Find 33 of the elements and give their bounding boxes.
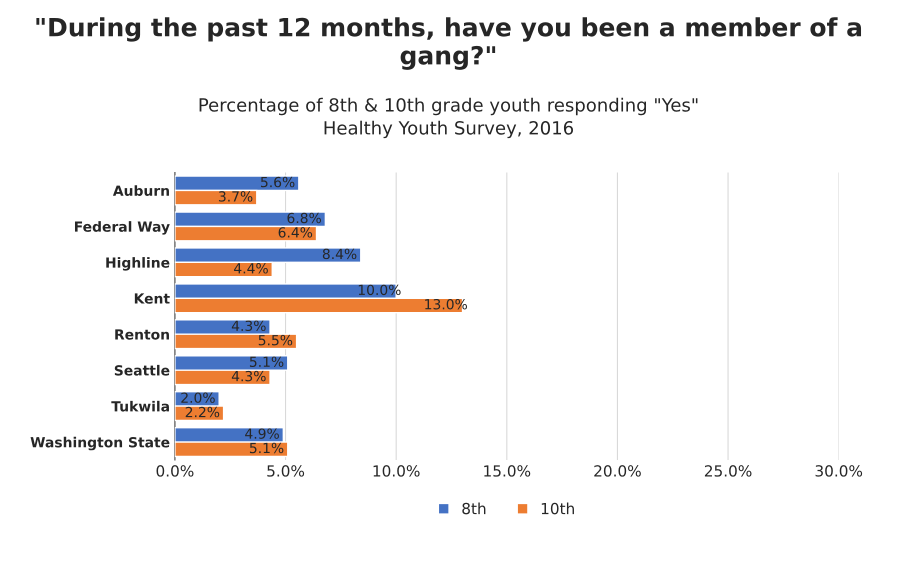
data-label: 4.9%: [245, 428, 279, 439]
data-label: 3.7%: [218, 191, 252, 202]
y-tick-label: Highline: [106, 257, 170, 271]
y-tick-label: Tukwila: [111, 400, 169, 412]
legend-label: 10th: [542, 502, 574, 514]
y-tick-label: Renton: [115, 329, 169, 340]
y-tick-label: Auburn: [112, 185, 169, 196]
data-label: 4.3%: [232, 370, 266, 382]
x-tick-label: 15.0%: [484, 465, 530, 477]
data-label: 6.4%: [278, 227, 312, 238]
x-tick-label: 10.0%: [374, 465, 420, 477]
y-tick-label: Washington State: [30, 436, 170, 450]
data-label: 8.4%: [322, 248, 356, 260]
data-label: 5.6%: [261, 176, 294, 188]
chart-title: "During the past 12 months, have you been a member of a gang?": [36, 17, 862, 70]
data-label: 5.1%: [250, 356, 284, 367]
y-tick-label: Federal Way: [74, 221, 170, 235]
data-label: 5.1%: [250, 442, 284, 454]
x-tick-label: 20.0%: [594, 465, 641, 477]
x-tick-label: 0.0%: [156, 465, 194, 477]
y-tick-label: Seattle: [114, 364, 170, 376]
data-label: 5.5%: [258, 334, 292, 346]
data-label: 2.0%: [181, 392, 215, 403]
y-tick-label: Kent: [134, 293, 170, 304]
chart-subtitle: Percentage of 8th & 10th grade youth responding "Yes" Healthy Youth Survey, 2016: [200, 98, 698, 138]
data-label: 6.8%: [287, 212, 321, 224]
x-tick-label: 5.0%: [267, 465, 304, 477]
data-label: 4.4%: [234, 263, 268, 274]
legend-label: 8th: [462, 502, 486, 514]
data-label: 2.2%: [186, 406, 220, 418]
x-tick-label: 30.0%: [816, 465, 862, 477]
x-tick-label: 25.0%: [704, 465, 752, 477]
data-label: 4.3%: [232, 320, 266, 332]
